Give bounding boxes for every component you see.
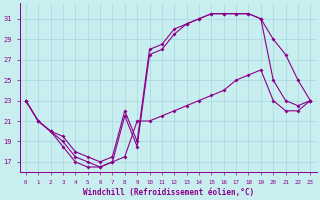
X-axis label: Windchill (Refroidissement éolien,°C): Windchill (Refroidissement éolien,°C) (83, 188, 254, 197)
